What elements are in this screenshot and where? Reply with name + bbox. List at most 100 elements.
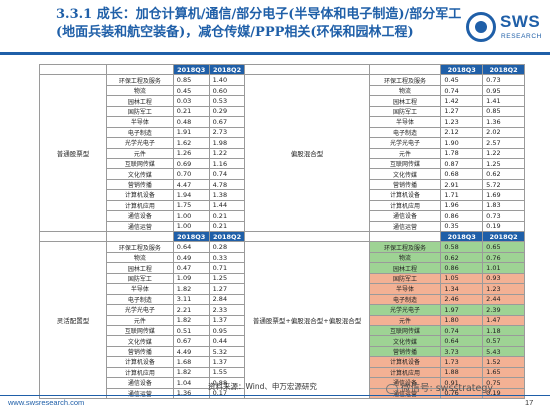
table-row: 计算机设备 1.68 1.37 计算机设备 1.73 1.52 xyxy=(40,356,525,368)
industry-label: 通信设备 xyxy=(105,377,174,389)
value-2018q2: 1.23 xyxy=(482,283,525,295)
value-2018q2: 2.84 xyxy=(208,293,246,306)
value-2018q3: 1.09 xyxy=(172,272,210,285)
industry-label: 物流 xyxy=(105,84,174,97)
value-2018q2: 0.28 xyxy=(208,241,246,253)
value-2018q3: 0.62 xyxy=(440,251,484,264)
industry-label: 园林工程 xyxy=(368,95,442,107)
industry-label: 园林工程 xyxy=(105,95,174,107)
holdings-table: 2018Q3 2018Q2 2018Q3 2018Q2 普通股票型 环保工程及服务 0.85… xyxy=(39,63,525,400)
value-2018q3: 0.86 xyxy=(440,210,484,222)
sws-logo-mark-icon xyxy=(466,12,496,42)
value-2018q3: 0.70 xyxy=(172,168,210,180)
value-2018q3: 1.42 xyxy=(440,95,484,107)
value-2018q2: 1.18 xyxy=(482,324,525,337)
value-2018q2: 2.02 xyxy=(482,126,525,139)
value-2018q3: 1.73 xyxy=(440,356,484,368)
value-2018q3: 2.91 xyxy=(440,178,484,191)
value-2018q2: 0.60 xyxy=(208,84,246,97)
slide-title-line-2: (地面兵装和航空装备)，减仓传媒/PPP相关(环保和园林工程) xyxy=(56,25,414,40)
value-2018q3: 0.21 xyxy=(172,105,210,118)
industry-label: 环保工程及服务 xyxy=(368,74,442,86)
value-2018q3: 0.67 xyxy=(172,335,210,347)
industry-label: 物流 xyxy=(105,251,174,264)
value-2018q2: 2.57 xyxy=(482,137,525,149)
industry-label: 计算机应用 xyxy=(368,199,442,212)
industry-label: 通信设备 xyxy=(105,210,174,222)
table-header-row: 2018Q3 2018Q2 2018Q3 2018Q2 xyxy=(39,230,525,243)
value-2018q2: 0.33 xyxy=(208,251,246,264)
value-2018q3: 0.58 xyxy=(440,241,484,253)
industry-label: 国防军工 xyxy=(368,272,442,285)
value-2018q3: 1.94 xyxy=(172,189,210,201)
category-label: 偏股混合型 xyxy=(244,74,370,232)
industry-label: 环保工程及服务 xyxy=(368,241,442,253)
value-2018q2: 5.32 xyxy=(208,345,246,358)
value-2018q3: 4.49 xyxy=(172,345,210,358)
wechat-icon xyxy=(386,383,398,394)
value-2018q2: 1.83 xyxy=(482,199,525,212)
value-2018q3: 0.48 xyxy=(172,116,210,128)
industry-label: 电子制造 xyxy=(368,293,442,306)
slide-title-line-1: 3.3.1 成长：加仓计算机/通信/部分电子(半导体和电子制造)/部分军工 xyxy=(56,7,462,22)
col-header-2018q3: 2018Q3 xyxy=(172,230,210,243)
value-2018q2: 0.29 xyxy=(208,105,246,118)
value-2018q3: 1.96 xyxy=(440,199,484,212)
value-2018q3: 1.82 xyxy=(172,314,210,326)
value-2018q2: 1.22 xyxy=(208,147,246,159)
industry-label: 营销传播 xyxy=(368,345,442,358)
table-row: 通信运营 1.00 0.21 通信运营 0.35 0.19 xyxy=(40,220,525,233)
header-blank xyxy=(39,230,107,243)
page-number: 17 xyxy=(525,398,534,407)
value-2018q3: 2.12 xyxy=(440,126,484,139)
value-2018q2: 1.25 xyxy=(482,157,525,170)
value-2018q2: 1.27 xyxy=(208,283,246,295)
industry-label: 计算机应用 xyxy=(368,366,442,379)
footer-url: www.swsresearch.com xyxy=(8,398,85,407)
value-2018q2: 4.78 xyxy=(208,178,246,191)
industry-label: 通信运营 xyxy=(368,220,442,233)
value-2018q3: 1.00 xyxy=(172,220,210,233)
header-blank xyxy=(368,230,442,243)
industry-label: 营销传播 xyxy=(105,178,174,191)
value-2018q2: 5.43 xyxy=(482,345,525,358)
value-2018q3: 1.62 xyxy=(172,137,210,149)
industry-label: 国防军工 xyxy=(105,105,174,118)
value-2018q2: 1.37 xyxy=(208,314,246,326)
col-header-2018q2: 2018Q2 xyxy=(208,230,246,243)
industry-label: 营销传播 xyxy=(368,178,442,191)
value-2018q3: 0.68 xyxy=(440,168,484,180)
value-2018q3: 0.87 xyxy=(440,157,484,170)
value-2018q3: 0.64 xyxy=(440,335,484,347)
industry-label: 电子制造 xyxy=(105,126,174,139)
industry-label: 文化传媒 xyxy=(368,168,442,180)
industry-label: 计算机设备 xyxy=(368,189,442,201)
industry-label: 互联网传媒 xyxy=(105,324,174,337)
value-2018q3: 0.85 xyxy=(172,74,210,86)
industry-label: 环保工程及服务 xyxy=(105,74,174,86)
value-2018q3: 0.45 xyxy=(440,74,484,86)
industry-label: 园林工程 xyxy=(105,262,174,274)
value-2018q2: 1.65 xyxy=(482,366,525,379)
value-2018q3: 1.68 xyxy=(172,356,210,368)
table-row: 通信设备 1.04 0.88 通信设备 0.91 0.75 xyxy=(40,377,525,389)
value-2018q3: 1.23 xyxy=(440,116,484,128)
industry-label: 电子制造 xyxy=(368,126,442,139)
industry-label: 互联网传媒 xyxy=(368,324,442,337)
value-2018q3: 1.90 xyxy=(440,137,484,149)
industry-label: 文化传媒 xyxy=(105,168,174,180)
value-2018q2: 1.36 xyxy=(482,116,525,128)
industry-label: 计算机设备 xyxy=(105,189,174,201)
value-2018q3: 3.11 xyxy=(172,293,210,306)
industry-label: 光学光电子 xyxy=(368,137,442,149)
header-blank xyxy=(105,230,174,243)
col-header-2018q3: 2018Q3 xyxy=(172,63,210,76)
industry-label: 电子制造 xyxy=(105,293,174,306)
table-row: 物流 0.45 0.60 物流 0.74 0.95 xyxy=(40,84,525,97)
value-2018q3: 1.04 xyxy=(172,377,210,389)
industry-label: 互联网传媒 xyxy=(105,157,174,170)
value-2018q2: 1.01 xyxy=(482,262,525,274)
value-2018q2: 0.65 xyxy=(482,241,525,253)
col-header-2018q2: 2018Q2 xyxy=(482,63,525,76)
